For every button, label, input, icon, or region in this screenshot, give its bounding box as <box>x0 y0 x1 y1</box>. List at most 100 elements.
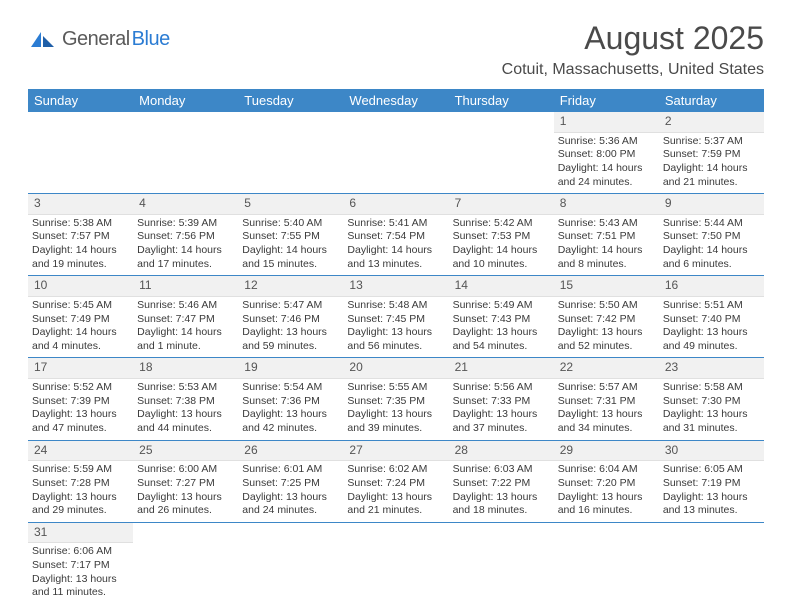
weekday-sunday: Sunday <box>28 89 133 112</box>
header: GeneralBlue August 2025 Cotuit, Massachu… <box>28 20 764 79</box>
day-2: 2Sunrise: 5:37 AMSunset: 7:59 PMDaylight… <box>659 112 764 193</box>
day-number: 20 <box>343 358 448 379</box>
sunrise: Sunrise: 5:53 AM <box>137 381 234 395</box>
day-number: 14 <box>449 276 554 297</box>
day-number: 23 <box>659 358 764 379</box>
sunset: Sunset: 7:42 PM <box>558 313 655 327</box>
weekday-tuesday: Tuesday <box>238 89 343 112</box>
sunset: Sunset: 7:38 PM <box>137 395 234 409</box>
day-3: 3Sunrise: 5:38 AMSunset: 7:57 PMDaylight… <box>28 194 133 275</box>
day-number: 17 <box>28 358 133 379</box>
day-22: 22Sunrise: 5:57 AMSunset: 7:31 PMDayligh… <box>554 358 659 439</box>
sunrise: Sunrise: 5:47 AM <box>242 299 339 313</box>
daylight: Daylight: 14 hours and 10 minutes. <box>453 244 550 271</box>
day-number: 7 <box>449 194 554 215</box>
day-number: 30 <box>659 441 764 462</box>
sunset: Sunset: 7:20 PM <box>558 477 655 491</box>
daylight: Daylight: 13 hours and 49 minutes. <box>663 326 760 353</box>
brand-logo: GeneralBlue <box>28 28 170 51</box>
day-content: Sunrise: 5:57 AMSunset: 7:31 PMDaylight:… <box>554 379 659 440</box>
daylight: Daylight: 13 hours and 34 minutes. <box>558 408 655 435</box>
day-content: Sunrise: 5:38 AMSunset: 7:57 PMDaylight:… <box>28 215 133 276</box>
day-23: 23Sunrise: 5:58 AMSunset: 7:30 PMDayligh… <box>659 358 764 439</box>
day-content: Sunrise: 5:44 AMSunset: 7:50 PMDaylight:… <box>659 215 764 276</box>
day-19: 19Sunrise: 5:54 AMSunset: 7:36 PMDayligh… <box>238 358 343 439</box>
daylight: Daylight: 14 hours and 4 minutes. <box>32 326 129 353</box>
title-block: August 2025 Cotuit, Massachusetts, Unite… <box>502 20 764 79</box>
daylight: Daylight: 14 hours and 21 minutes. <box>663 162 760 189</box>
day-7: 7Sunrise: 5:42 AMSunset: 7:53 PMDaylight… <box>449 194 554 275</box>
day-17: 17Sunrise: 5:52 AMSunset: 7:39 PMDayligh… <box>28 358 133 439</box>
day-number: 4 <box>133 194 238 215</box>
day-content: Sunrise: 5:41 AMSunset: 7:54 PMDaylight:… <box>343 215 448 276</box>
sunset: Sunset: 7:56 PM <box>137 230 234 244</box>
sunrise: Sunrise: 5:52 AM <box>32 381 129 395</box>
sunrise: Sunrise: 5:58 AM <box>663 381 760 395</box>
day-5: 5Sunrise: 5:40 AMSunset: 7:55 PMDaylight… <box>238 194 343 275</box>
calendar: SundayMondayTuesdayWednesdayThursdayFrid… <box>28 89 764 604</box>
daylight: Daylight: 14 hours and 6 minutes. <box>663 244 760 271</box>
day-number: 8 <box>554 194 659 215</box>
day-content: Sunrise: 5:58 AMSunset: 7:30 PMDaylight:… <box>659 379 764 440</box>
daylight: Daylight: 13 hours and 47 minutes. <box>32 408 129 435</box>
day-empty <box>28 112 133 193</box>
day-number: 26 <box>238 441 343 462</box>
sunset: Sunset: 7:36 PM <box>242 395 339 409</box>
day-content: Sunrise: 5:46 AMSunset: 7:47 PMDaylight:… <box>133 297 238 358</box>
daylight: Daylight: 13 hours and 18 minutes. <box>453 491 550 518</box>
day-number: 6 <box>343 194 448 215</box>
weekday-header: SundayMondayTuesdayWednesdayThursdayFrid… <box>28 89 764 112</box>
day-10: 10Sunrise: 5:45 AMSunset: 7:49 PMDayligh… <box>28 276 133 357</box>
week-row: 24Sunrise: 5:59 AMSunset: 7:28 PMDayligh… <box>28 441 764 523</box>
sunset: Sunset: 7:49 PM <box>32 313 129 327</box>
sunset: Sunset: 7:46 PM <box>242 313 339 327</box>
day-number: 24 <box>28 441 133 462</box>
sunrise: Sunrise: 6:05 AM <box>663 463 760 477</box>
day-content: Sunrise: 5:54 AMSunset: 7:36 PMDaylight:… <box>238 379 343 440</box>
day-number: 25 <box>133 441 238 462</box>
sunrise: Sunrise: 6:04 AM <box>558 463 655 477</box>
sunset: Sunset: 7:45 PM <box>347 313 444 327</box>
weekday-saturday: Saturday <box>659 89 764 112</box>
day-29: 29Sunrise: 6:04 AMSunset: 7:20 PMDayligh… <box>554 441 659 522</box>
sunset: Sunset: 7:28 PM <box>32 477 129 491</box>
sunrise: Sunrise: 6:00 AM <box>137 463 234 477</box>
sunrise: Sunrise: 5:48 AM <box>347 299 444 313</box>
day-content: Sunrise: 5:53 AMSunset: 7:38 PMDaylight:… <box>133 379 238 440</box>
day-content: Sunrise: 5:43 AMSunset: 7:51 PMDaylight:… <box>554 215 659 276</box>
day-number: 10 <box>28 276 133 297</box>
week-row: 1Sunrise: 5:36 AMSunset: 8:00 PMDaylight… <box>28 112 764 194</box>
day-27: 27Sunrise: 6:02 AMSunset: 7:24 PMDayligh… <box>343 441 448 522</box>
daylight: Daylight: 13 hours and 24 minutes. <box>242 491 339 518</box>
daylight: Daylight: 14 hours and 13 minutes. <box>347 244 444 271</box>
sunrise: Sunrise: 5:42 AM <box>453 217 550 231</box>
day-content: Sunrise: 5:47 AMSunset: 7:46 PMDaylight:… <box>238 297 343 358</box>
day-30: 30Sunrise: 6:05 AMSunset: 7:19 PMDayligh… <box>659 441 764 522</box>
daylight: Daylight: 14 hours and 19 minutes. <box>32 244 129 271</box>
sunrise: Sunrise: 5:37 AM <box>663 135 760 149</box>
sunset: Sunset: 7:27 PM <box>137 477 234 491</box>
day-14: 14Sunrise: 5:49 AMSunset: 7:43 PMDayligh… <box>449 276 554 357</box>
day-content: Sunrise: 5:39 AMSunset: 7:56 PMDaylight:… <box>133 215 238 276</box>
sunrise: Sunrise: 5:41 AM <box>347 217 444 231</box>
daylight: Daylight: 14 hours and 24 minutes. <box>558 162 655 189</box>
day-content: Sunrise: 6:06 AMSunset: 7:17 PMDaylight:… <box>28 543 133 604</box>
day-number: 28 <box>449 441 554 462</box>
day-18: 18Sunrise: 5:53 AMSunset: 7:38 PMDayligh… <box>133 358 238 439</box>
day-content: Sunrise: 6:02 AMSunset: 7:24 PMDaylight:… <box>343 461 448 522</box>
daylight: Daylight: 13 hours and 13 minutes. <box>663 491 760 518</box>
day-content: Sunrise: 6:03 AMSunset: 7:22 PMDaylight:… <box>449 461 554 522</box>
day-12: 12Sunrise: 5:47 AMSunset: 7:46 PMDayligh… <box>238 276 343 357</box>
weekday-wednesday: Wednesday <box>343 89 448 112</box>
daylight: Daylight: 14 hours and 1 minute. <box>137 326 234 353</box>
day-number: 18 <box>133 358 238 379</box>
day-21: 21Sunrise: 5:56 AMSunset: 7:33 PMDayligh… <box>449 358 554 439</box>
day-number: 11 <box>133 276 238 297</box>
sunset: Sunset: 7:30 PM <box>663 395 760 409</box>
daylight: Daylight: 13 hours and 54 minutes. <box>453 326 550 353</box>
sunrise: Sunrise: 6:06 AM <box>32 545 129 559</box>
day-16: 16Sunrise: 5:51 AMSunset: 7:40 PMDayligh… <box>659 276 764 357</box>
day-number: 3 <box>28 194 133 215</box>
sunset: Sunset: 7:40 PM <box>663 313 760 327</box>
calendar-body: 1Sunrise: 5:36 AMSunset: 8:00 PMDaylight… <box>28 112 764 604</box>
